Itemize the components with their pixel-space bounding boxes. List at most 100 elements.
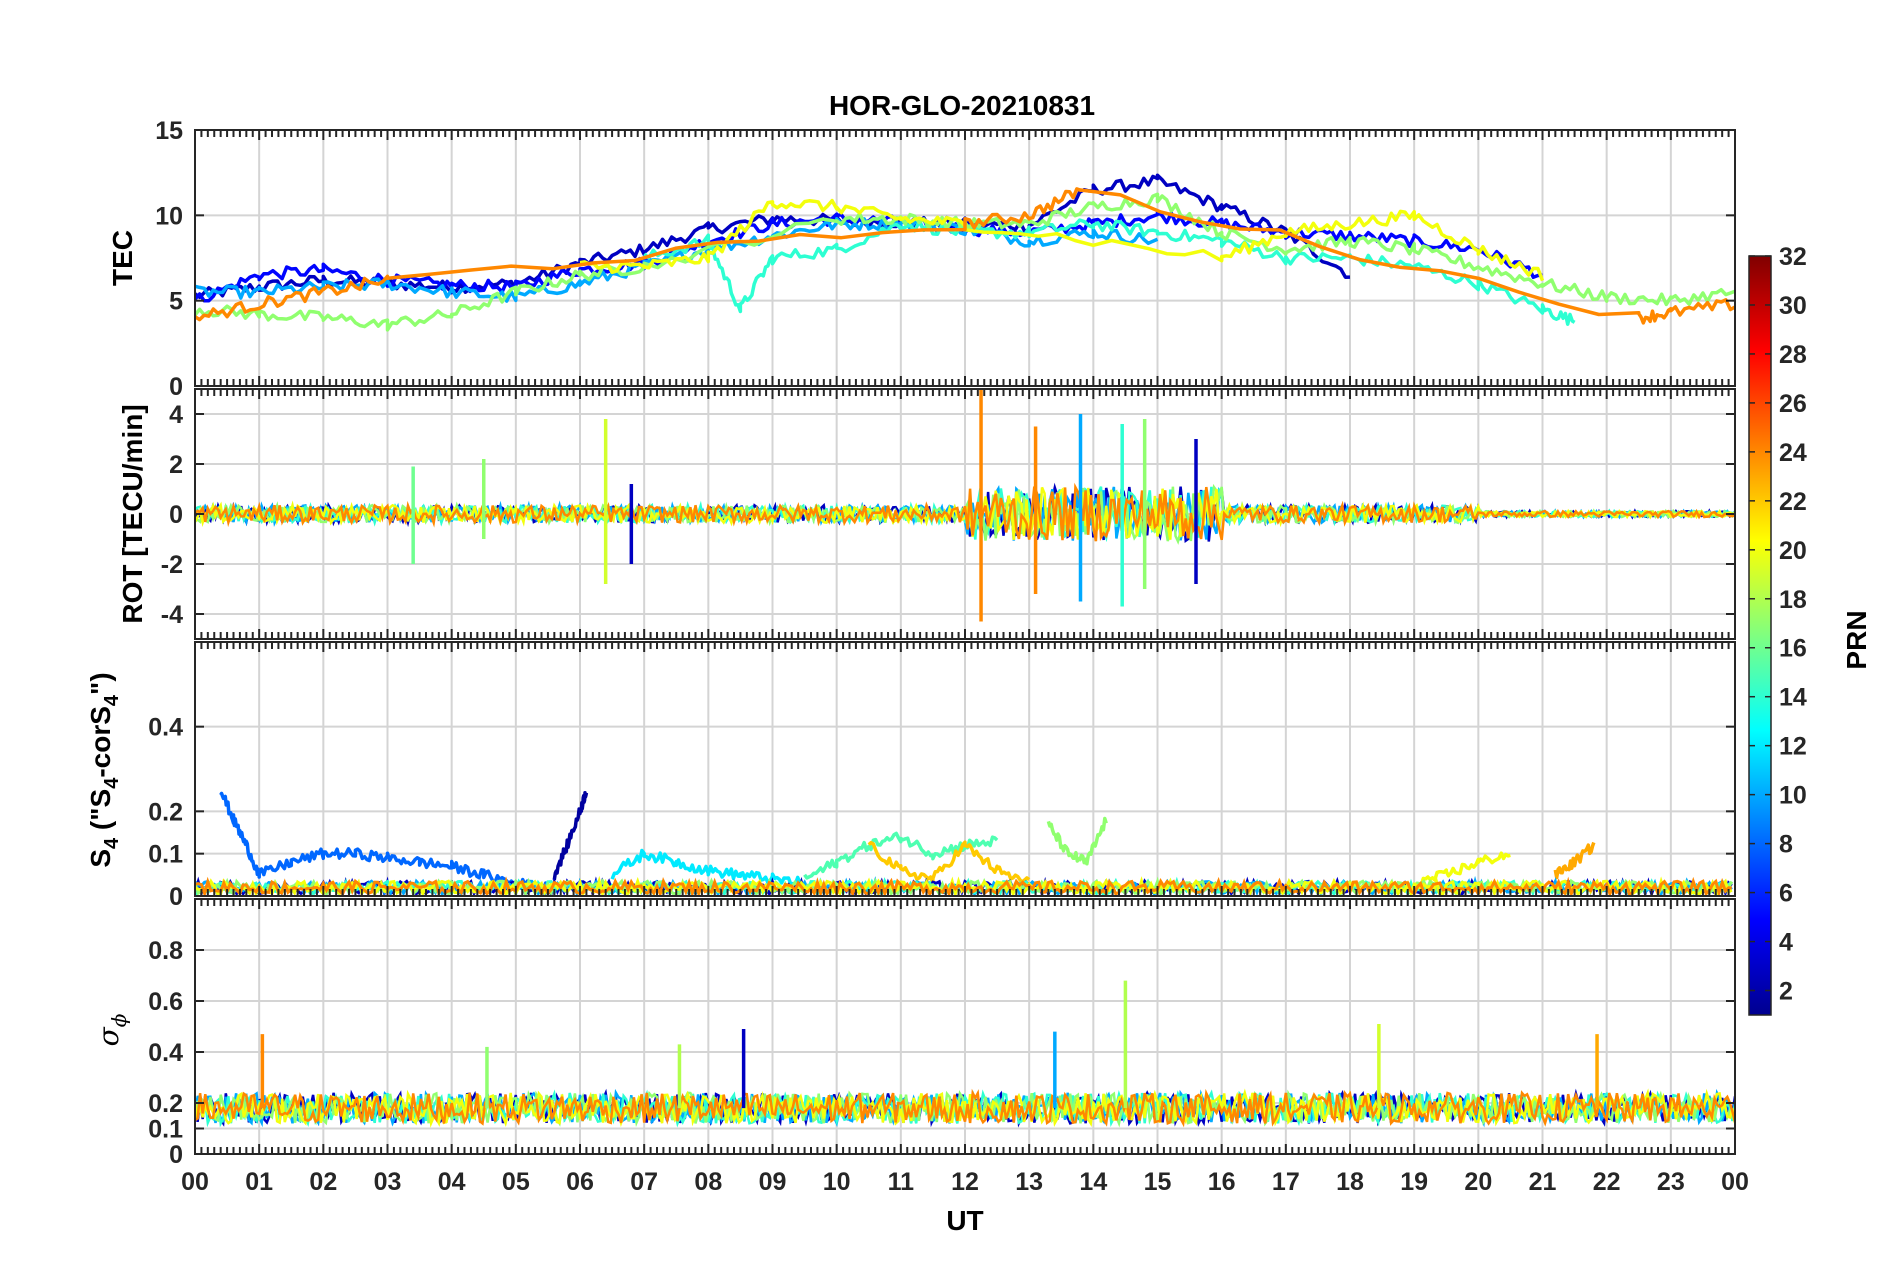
x-tick-label: 20 bbox=[1464, 1168, 1492, 1196]
colorbar-tick-label: 30 bbox=[1779, 292, 1807, 320]
series-prn-8 bbox=[219, 791, 550, 893]
series-prn-22 bbox=[867, 840, 1031, 884]
rot-ylabel: ROT [TECU/min] bbox=[117, 404, 148, 623]
colorbar-tick-label: 28 bbox=[1779, 341, 1807, 369]
x-tick-label: 09 bbox=[759, 1168, 787, 1196]
x-tick-label: 22 bbox=[1593, 1168, 1621, 1196]
x-tick-label: 11 bbox=[888, 1168, 915, 1196]
x-tick-label: 02 bbox=[309, 1168, 337, 1196]
chart-title: HOR-GLO-20210831 bbox=[829, 90, 1095, 121]
sigma-ylabel: σϕ bbox=[92, 1013, 131, 1046]
s4-grid bbox=[195, 642, 1735, 896]
x-tick-label: 03 bbox=[374, 1168, 402, 1196]
x-tick-label: 00 bbox=[181, 1168, 209, 1196]
tec-series bbox=[195, 173, 1735, 332]
y-tick-label: 0.8 bbox=[148, 937, 183, 965]
colorbar-tick-label: 32 bbox=[1779, 243, 1807, 271]
x-tick-label: 01 bbox=[245, 1168, 273, 1196]
x-tick-label: 23 bbox=[1657, 1168, 1685, 1196]
x-tick-label: 08 bbox=[694, 1168, 722, 1196]
series-prn-14 bbox=[643, 218, 1576, 326]
y-tick-label: -4 bbox=[161, 601, 183, 629]
series-prn-17 bbox=[1046, 816, 1108, 866]
rot-series bbox=[195, 389, 1735, 622]
s4-series bbox=[195, 791, 1734, 896]
colorbar-label: PRN bbox=[1841, 610, 1872, 669]
rot-prn-24 bbox=[195, 482, 1735, 542]
series-prn-23 bbox=[1553, 841, 1596, 880]
y-tick-label: 0.2 bbox=[148, 1090, 183, 1118]
x-tick-label: 17 bbox=[1272, 1168, 1300, 1196]
y-tick-label: 5 bbox=[169, 288, 183, 316]
x-tick-label: 19 bbox=[1400, 1168, 1428, 1196]
x-tick-label: 05 bbox=[502, 1168, 530, 1196]
colorbar-tick-label: 4 bbox=[1779, 929, 1793, 957]
x-tick-label: 12 bbox=[951, 1168, 979, 1196]
y-tick-label: 15 bbox=[155, 117, 183, 145]
rot-ytick-labels: -4 -2 0 2 4 bbox=[161, 401, 183, 629]
y-tick-label: 0 bbox=[169, 883, 183, 911]
series-prn-12 bbox=[610, 848, 806, 889]
x-tick-label: 14 bbox=[1079, 1168, 1107, 1196]
colorbar-tick-label: 10 bbox=[1779, 782, 1807, 810]
y-tick-label: 0 bbox=[169, 373, 183, 401]
x-tick-label: 21 bbox=[1529, 1168, 1557, 1196]
x-tick-label: 16 bbox=[1208, 1168, 1236, 1196]
x-tick-label: 07 bbox=[630, 1168, 658, 1196]
panel-sigma-phi: 00.10.2 0.4 0.6 0.8 σϕ bbox=[92, 898, 1736, 1169]
y-tick-label: 0 bbox=[169, 1141, 183, 1169]
colorbar-tick-label: 6 bbox=[1779, 880, 1793, 908]
sigma-ytick-labels: 00.10.2 0.4 0.6 0.8 bbox=[148, 937, 183, 1169]
s4-ticks bbox=[194, 642, 1736, 897]
y-tick-label: 0.2 bbox=[148, 798, 183, 826]
rot-ticks bbox=[194, 389, 1736, 639]
y-tick-label: 10 bbox=[155, 202, 183, 230]
sigma-ticks bbox=[194, 899, 1736, 1155]
colorbar-tick-label: 14 bbox=[1779, 684, 1807, 712]
y-tick-label: 2 bbox=[169, 451, 183, 479]
x-axis-label: UT bbox=[946, 1205, 983, 1236]
panel-rot: -4 -2 0 2 4 ROT [TECU/min] bbox=[117, 388, 1736, 640]
panel-tec: 0 5 10 15 TEC bbox=[107, 117, 1736, 401]
colorbar-tick-label: 2 bbox=[1779, 978, 1793, 1006]
y-tick-label: 0.1 bbox=[148, 841, 183, 869]
y-tick-label: 0.4 bbox=[148, 714, 183, 742]
y-tick-label: 0.4 bbox=[148, 1039, 183, 1067]
tec-ylabel: TEC bbox=[107, 230, 138, 286]
y-tick-label: -2 bbox=[161, 551, 183, 579]
x-tick-label: 13 bbox=[1015, 1168, 1043, 1196]
colorbar-tick-label: 16 bbox=[1779, 635, 1807, 663]
series-prn-2 bbox=[552, 791, 589, 881]
s4-ylabel: S4 ("S4-corS4") bbox=[85, 672, 123, 867]
x-tick-label: 04 bbox=[438, 1168, 466, 1196]
x-tick-label: 18 bbox=[1336, 1168, 1364, 1196]
colorbar-tick-label: 18 bbox=[1779, 586, 1807, 614]
y-tick-label: 0.1 bbox=[148, 1116, 183, 1144]
panel-s4: 0 0.1 0.2 0.4 S4 ("S4-corS4") bbox=[85, 641, 1736, 911]
y-tick-label: 0.6 bbox=[148, 988, 183, 1016]
y-tick-label: 4 bbox=[169, 401, 183, 429]
rot-prn-20 bbox=[195, 486, 1735, 540]
series-prn-24 bbox=[195, 187, 1735, 325]
tec-ytick-labels: 0 5 10 15 bbox=[155, 117, 183, 401]
colorbar-tick-label: 22 bbox=[1779, 488, 1807, 516]
x-tick-labels: 00 01 02 03 04 05 06 07 08 09 10 11 12 13 14 15 16 17 18 19… bbox=[181, 1168, 1749, 1196]
y-tick-label: 0 bbox=[169, 501, 183, 529]
colorbar-tick-label: 24 bbox=[1779, 439, 1807, 467]
colorbar-tick-label: 12 bbox=[1779, 733, 1807, 761]
series-prn-17 bbox=[195, 192, 1735, 332]
colorbar-tick-label: 20 bbox=[1779, 537, 1807, 565]
s4-ytick-labels: 0 0.1 0.2 0.4 bbox=[148, 714, 183, 911]
series-prn-20 bbox=[1412, 851, 1511, 889]
sigma-prn-24 bbox=[195, 1088, 1735, 1128]
x-tick-label: 00 bbox=[1721, 1168, 1749, 1196]
sigma-prn-20 bbox=[195, 1088, 1735, 1128]
x-tick-label: 15 bbox=[1144, 1168, 1172, 1196]
colorbar-tick-label: 8 bbox=[1779, 831, 1793, 859]
colorbar-tick-label: 26 bbox=[1779, 390, 1807, 418]
sigma-series bbox=[195, 980, 1735, 1128]
tec-ticks bbox=[194, 129, 1736, 387]
